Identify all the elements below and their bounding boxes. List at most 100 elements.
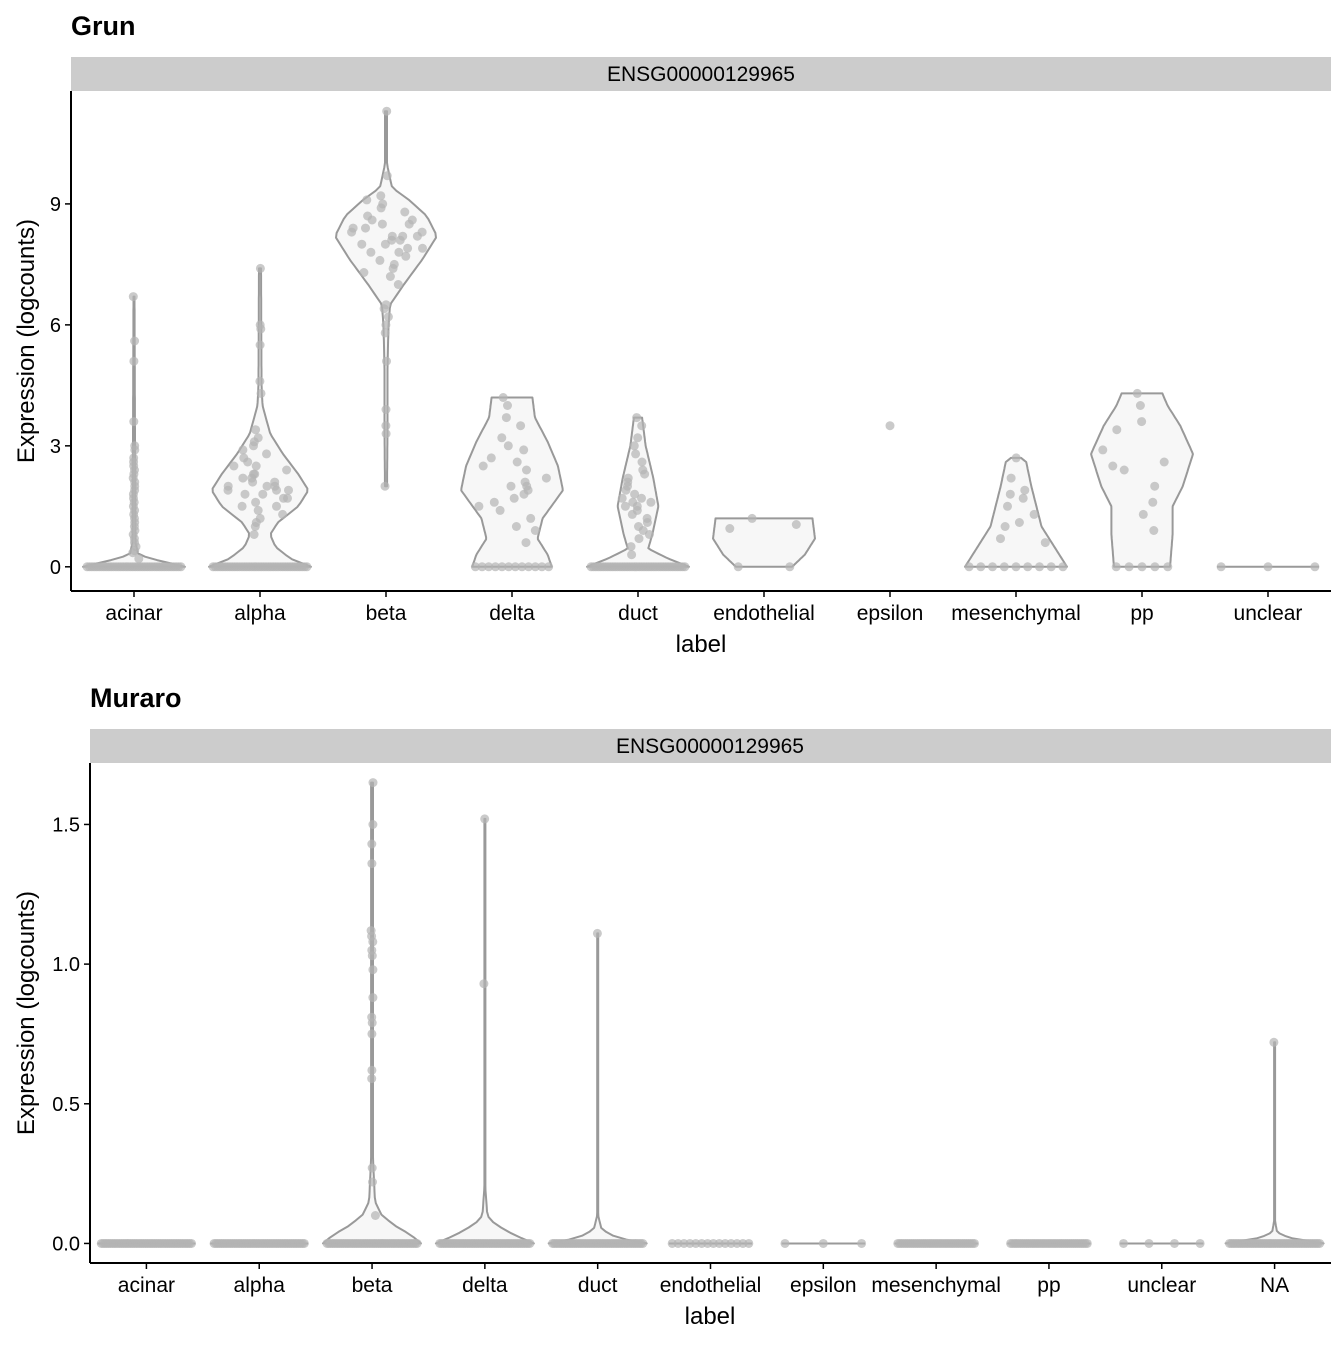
- point-delta: [490, 562, 500, 572]
- point-mesenchymal: [1014, 518, 1024, 527]
- point-beta: [368, 778, 378, 788]
- point-acinar: [129, 453, 139, 463]
- point-delta: [486, 453, 496, 463]
- x-tick-label: epsilon: [790, 1274, 857, 1297]
- point-unclear: [1144, 1238, 1154, 1248]
- point-delta: [504, 562, 514, 572]
- y-axis-title: Expression (logcounts): [13, 891, 40, 1135]
- point-duct: [628, 497, 638, 507]
- point-pp: [1138, 509, 1148, 519]
- point-beta: [348, 223, 358, 233]
- point-beta: [412, 1238, 422, 1248]
- facet-strip-label: ENSG00000129965: [616, 735, 804, 758]
- point-beta: [367, 1074, 377, 1084]
- point-epsilon: [818, 1238, 828, 1248]
- point-pp: [1111, 562, 1121, 572]
- point-delta: [477, 562, 487, 572]
- x-tick-label: acinar: [105, 602, 162, 625]
- point-alpha: [255, 513, 265, 523]
- point-beta: [398, 231, 408, 241]
- point-beta: [393, 280, 403, 289]
- x-tick-label: alpha: [234, 602, 286, 625]
- panel-title: Muraro: [90, 683, 182, 713]
- point-duct: [623, 473, 633, 483]
- point-mesenchymal: [1058, 562, 1068, 572]
- point-pp: [1159, 457, 1169, 467]
- point-NA: [1315, 1238, 1325, 1248]
- point-mesenchymal: [1006, 473, 1016, 483]
- point-beta: [368, 820, 378, 829]
- point-endothelial: [725, 524, 735, 533]
- point-epsilon: [885, 421, 895, 431]
- point-beta: [401, 251, 411, 261]
- point-beta: [385, 272, 395, 281]
- violin-delta: [434, 817, 535, 1245]
- x-tick-label: unclear: [1127, 1274, 1196, 1297]
- point-alpha: [262, 449, 271, 459]
- point-duct: [637, 493, 646, 503]
- point-mesenchymal: [1011, 562, 1021, 572]
- point-beta: [375, 255, 385, 265]
- point-mesenchymal: [996, 534, 1005, 544]
- point-beta: [381, 320, 391, 330]
- point-duct: [592, 928, 602, 938]
- point-alpha: [255, 263, 265, 273]
- point-duct: [638, 1238, 648, 1248]
- point-unclear: [1119, 1238, 1128, 1248]
- point-mesenchymal: [1005, 489, 1015, 499]
- point-pp: [1163, 562, 1173, 572]
- point-beta: [389, 259, 399, 269]
- point-delta: [470, 562, 480, 572]
- point-NA: [1269, 1037, 1279, 1047]
- point-beta: [400, 207, 410, 217]
- point-delta: [517, 562, 527, 572]
- point-mesenchymal: [1000, 522, 1010, 531]
- point-delta: [524, 562, 534, 572]
- point-beta: [370, 1211, 380, 1220]
- point-alpha: [240, 489, 250, 499]
- point-duct: [634, 522, 643, 531]
- point-alpha: [255, 340, 265, 350]
- point-duct: [627, 550, 637, 560]
- panel-title: Grun: [71, 11, 136, 41]
- point-beta: [407, 215, 417, 225]
- point-beta: [376, 191, 386, 201]
- point-delta: [544, 562, 554, 572]
- point-delta: [497, 433, 507, 443]
- point-delta: [526, 513, 536, 523]
- x-tick-label: endothelial: [660, 1274, 762, 1297]
- point-delta: [506, 481, 516, 491]
- panel-muraro: Muraro ENSG00000129965 label Expression …: [13, 683, 1331, 1330]
- point-beta: [367, 859, 377, 869]
- violin-NA: [1224, 1041, 1325, 1245]
- point-alpha: [229, 461, 239, 471]
- point-duct: [630, 489, 640, 499]
- point-alpha: [256, 388, 266, 398]
- facet-strip: [71, 57, 1331, 91]
- y-tick-label: 0.5: [52, 1094, 80, 1116]
- point-beta: [381, 421, 391, 431]
- point-delta: [510, 562, 520, 572]
- point-beta: [363, 211, 373, 221]
- point-acinar: [129, 417, 139, 427]
- point-delta: [521, 538, 531, 548]
- point-pp: [1149, 526, 1159, 535]
- point-beta: [382, 106, 392, 116]
- point-mesenchymal: [970, 1238, 979, 1248]
- point-delta: [489, 497, 499, 507]
- point-delta: [478, 461, 488, 471]
- point-pp: [1137, 562, 1147, 572]
- point-alpha: [299, 1238, 309, 1248]
- point-beta: [368, 965, 378, 975]
- x-tick-label: duct: [578, 1274, 618, 1297]
- point-alpha: [278, 509, 288, 519]
- point-duct: [680, 562, 690, 572]
- panel-grun: Grun ENSG00000129965 label Expression (l…: [13, 11, 1331, 658]
- point-delta: [511, 522, 521, 531]
- point-alpha: [251, 425, 261, 435]
- point-beta: [366, 247, 376, 257]
- point-alpha: [251, 497, 261, 507]
- point-beta: [357, 239, 367, 249]
- x-tick-label: beta: [366, 602, 407, 625]
- y-tick-label: 1.0: [52, 954, 80, 976]
